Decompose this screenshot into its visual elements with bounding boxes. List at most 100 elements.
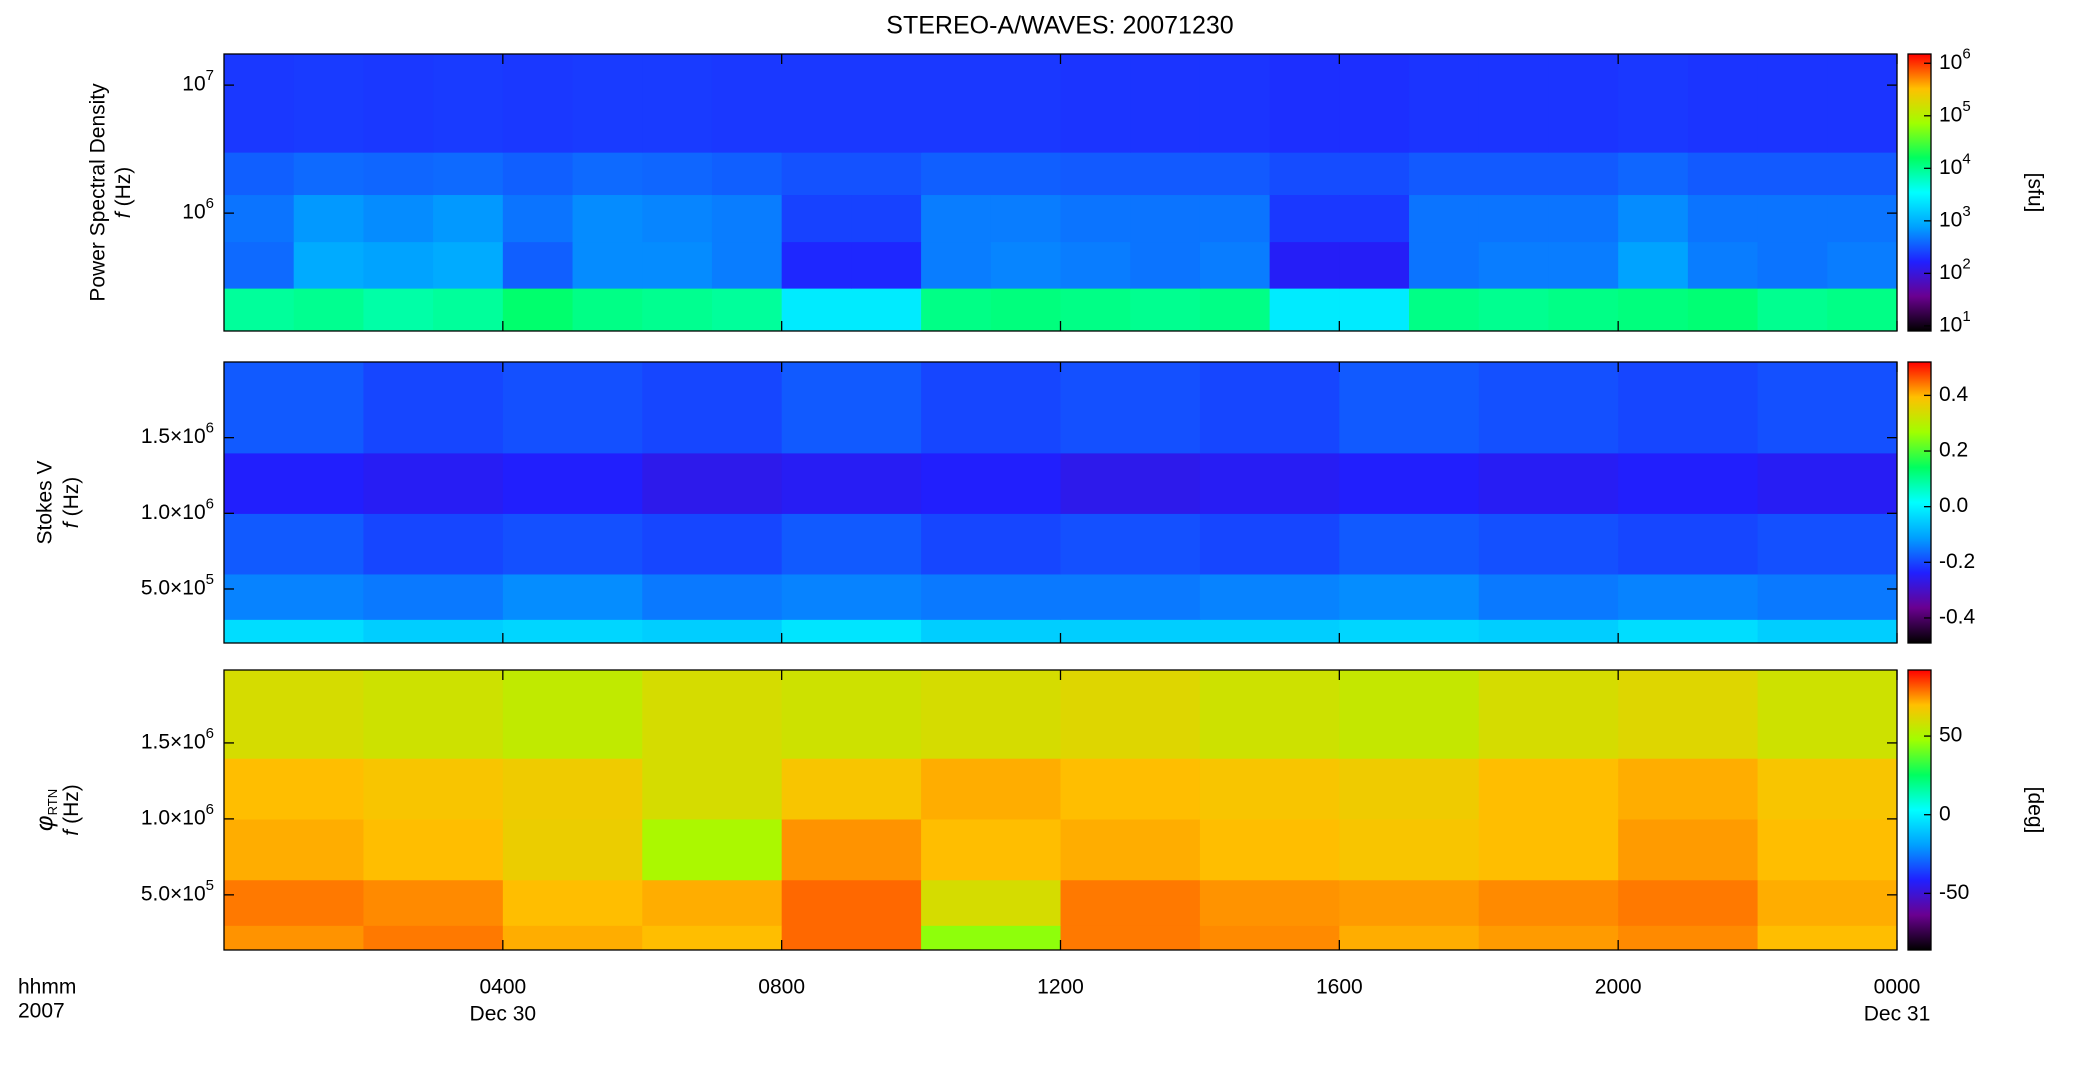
heatmap-cell	[1339, 670, 1480, 759]
heatmap-cell	[1269, 54, 1340, 153]
y-axis-label: Power Spectral Density	[87, 83, 110, 302]
heatmap-cell	[363, 152, 434, 196]
heatmap-cell	[642, 818, 783, 881]
heatmap-cell	[1618, 758, 1759, 820]
heatmap-cell	[781, 152, 852, 196]
heatmap-cell	[921, 758, 1062, 820]
heatmap-cell	[1618, 573, 1759, 620]
heatmap-cell	[572, 194, 643, 243]
heatmap-cell	[642, 879, 783, 926]
heatmap-cell	[1339, 152, 1410, 196]
x-tick-label: 0400	[479, 976, 526, 999]
heatmap-cell	[1618, 241, 1689, 289]
y-axis-label: Stokes V	[34, 460, 57, 544]
heatmap-cell	[1757, 818, 1897, 881]
heatmap-cell	[293, 241, 365, 289]
heatmap-cell	[851, 241, 922, 289]
heatmap-cell	[1199, 818, 1340, 881]
heatmap-cell	[1478, 288, 1550, 331]
heatmap-cell	[1478, 54, 1550, 153]
heatmap	[224, 670, 1897, 950]
heatmap-cell	[1060, 879, 1201, 926]
heatmap-cell	[1618, 513, 1759, 575]
heatmap-cell	[1199, 758, 1340, 820]
colorbar-tick-label: -0.4	[1939, 606, 1976, 629]
heatmap-cell	[1199, 452, 1340, 514]
heatmap-cell	[1757, 619, 1897, 643]
colorbar-tick-label-exponent: 6	[1962, 46, 1970, 63]
heatmap-cell	[224, 818, 365, 881]
y-tick-label: 5.0×105	[141, 571, 214, 599]
heatmap-cell	[1409, 241, 1480, 289]
heatmap-cell	[1618, 452, 1759, 514]
colorbar-tick-label: 0.0	[1939, 494, 1968, 517]
heatmap-cell	[1687, 288, 1759, 331]
heatmap-cell	[502, 573, 643, 620]
heatmap-cell	[363, 288, 434, 331]
heatmap-cell	[224, 925, 365, 950]
heatmap-cell	[1199, 573, 1340, 620]
y-axis-var: f	[60, 520, 83, 528]
heatmap-cell	[642, 452, 783, 514]
heatmap-cell	[1478, 362, 1619, 454]
colorbar-tick-label-exponent: 2	[1962, 256, 1970, 273]
heatmap-cell	[851, 152, 922, 196]
heatmap-cell	[224, 573, 365, 620]
x-tick-label: 0800	[758, 976, 805, 999]
heatmap-cell	[642, 362, 783, 454]
heatmap-cell	[1478, 879, 1619, 926]
heatmap-cell	[1269, 288, 1340, 331]
heatmap-cell	[363, 54, 434, 153]
heatmap-cell	[1757, 152, 1828, 196]
heatmap-cell	[1478, 619, 1619, 643]
heatmap-cell	[1060, 362, 1201, 454]
heatmap-cell	[502, 241, 574, 289]
heatmap-cell	[363, 670, 504, 759]
heatmap-cell	[642, 925, 783, 950]
heatmap-cell	[1130, 152, 1201, 196]
heatmap-cell	[1130, 241, 1201, 289]
heatmap-cell	[1478, 452, 1619, 514]
heatmap-cell	[1618, 818, 1759, 881]
heatmap-cell	[1827, 288, 1897, 331]
heatmap-cell	[1827, 241, 1897, 289]
heatmap-cell	[293, 152, 365, 196]
heatmap-cell	[921, 152, 992, 196]
heatmap-cell	[1060, 241, 1131, 289]
heatmap-cell	[502, 194, 574, 243]
colorbar-tick-label: 0	[1939, 802, 1951, 825]
colorbar-tick-label: 50	[1939, 724, 1962, 747]
heatmap-cell	[781, 54, 852, 153]
y-tick-label-exponent: 6	[206, 420, 214, 437]
heatmap-cell	[433, 288, 504, 331]
heatmap-cell	[293, 54, 365, 153]
heatmap-cell	[851, 288, 922, 331]
heatmap-cell	[1687, 194, 1759, 243]
heatmap-cell	[851, 54, 922, 153]
y-axis-label-sub: RTN	[45, 789, 60, 815]
colorbar-tick-label: 102	[1939, 256, 1971, 284]
heatmap-cell	[990, 194, 1062, 243]
x-axis-label: hhmm	[18, 976, 76, 999]
heatmap-cell	[1339, 879, 1480, 926]
heatmap-cell	[921, 452, 1062, 514]
heatmap-cell	[1339, 758, 1480, 820]
x-tick-label: 0000	[1874, 976, 1921, 999]
heatmap-cell	[224, 288, 295, 331]
heatmap-cell	[1478, 241, 1550, 289]
heatmap-cell	[1618, 925, 1759, 950]
heatmap-cell	[502, 152, 574, 196]
heatmap-cell	[1060, 573, 1201, 620]
heatmap-cell	[1478, 818, 1619, 881]
heatmap-cell	[363, 452, 504, 514]
heatmap-cell	[1618, 670, 1759, 759]
heatmap-cell	[781, 452, 922, 514]
heatmap-cell	[1339, 362, 1480, 454]
heatmap-cell	[502, 362, 643, 454]
heatmap-cell	[1060, 54, 1131, 153]
heatmap-cell	[921, 670, 1062, 759]
colorbar-tick-label: 0.4	[1939, 383, 1969, 406]
heatmap-cell	[642, 241, 713, 289]
heatmap-cell	[642, 513, 783, 575]
heatmap-cell	[1060, 452, 1201, 514]
